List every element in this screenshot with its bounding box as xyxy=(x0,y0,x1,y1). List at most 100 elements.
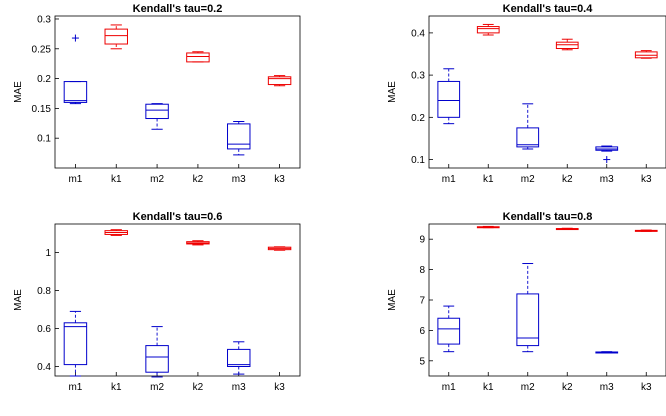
box-iqr xyxy=(437,80,461,118)
x-tick-label: k2 xyxy=(562,382,573,393)
x-tick-label: m3 xyxy=(600,174,614,185)
chart-title: Kendall's tau=0.2 xyxy=(133,3,223,15)
x-tick-label: m3 xyxy=(600,382,614,393)
box-k2 xyxy=(186,51,210,63)
box-m1 xyxy=(437,305,461,353)
x-tick-label: k3 xyxy=(641,382,652,393)
y-axis-label: MAE xyxy=(387,289,398,311)
chart-title: Kendall's tau=0.8 xyxy=(503,211,593,223)
x-tick-label: k2 xyxy=(562,174,573,185)
box-iqr xyxy=(516,127,540,148)
y-tick-label: 5 xyxy=(419,356,425,367)
x-tick-label: m2 xyxy=(150,382,164,393)
y-axis-label: MAE xyxy=(387,81,398,103)
axes-box xyxy=(54,223,301,377)
box-iqr xyxy=(145,345,169,373)
box-iqr xyxy=(227,123,251,150)
x-tick-label: m1 xyxy=(68,174,82,185)
axes-box xyxy=(54,15,301,169)
box-iqr xyxy=(63,322,88,366)
box-m3 xyxy=(595,145,619,164)
box-k1 xyxy=(476,23,500,36)
x-tick-label: k1 xyxy=(483,382,494,393)
y-tick-label: 9 xyxy=(419,235,425,246)
box-iqr xyxy=(516,293,540,347)
y-tick-label: 1 xyxy=(45,248,51,259)
box-m2 xyxy=(516,263,540,353)
x-tick-label: k1 xyxy=(111,174,122,185)
y-tick-label: 0.2 xyxy=(411,113,425,124)
y-tick-label: 0.6 xyxy=(37,324,51,335)
box-m1 xyxy=(63,34,88,105)
chart-title: Kendall's tau=0.4 xyxy=(503,3,594,15)
box-k3 xyxy=(634,50,658,59)
box-k2 xyxy=(555,227,579,231)
x-tick-label: m1 xyxy=(442,382,456,393)
x-tick-label: m3 xyxy=(232,382,246,393)
y-tick-label: 0.4 xyxy=(37,362,51,373)
axes-box xyxy=(428,15,666,169)
axes-box xyxy=(428,223,666,377)
box-m3 xyxy=(595,351,619,354)
x-tick-label: m1 xyxy=(68,382,82,393)
y-tick-label: 0.4 xyxy=(411,28,425,39)
y-axis-label: MAE xyxy=(13,289,24,311)
box-iqr xyxy=(437,317,461,345)
box-k2 xyxy=(555,38,579,51)
x-tick-label: m2 xyxy=(521,382,535,393)
x-tick-label: k1 xyxy=(483,174,494,185)
chart-title: Kendall's tau=0.6 xyxy=(133,211,223,223)
y-axis-label: MAE xyxy=(13,81,24,103)
box-iqr xyxy=(186,52,210,63)
box-m3 xyxy=(227,121,251,156)
box-iqr xyxy=(145,103,169,120)
x-tick-label: k3 xyxy=(641,174,652,185)
x-tick-label: k2 xyxy=(193,174,204,185)
x-tick-label: k2 xyxy=(193,382,204,393)
box-k3 xyxy=(267,246,292,251)
box-m1 xyxy=(63,310,88,377)
y-tick-label: 0.2 xyxy=(37,74,51,85)
box-k1 xyxy=(104,229,128,236)
chart-panel-3: Kendall's tau=0.6 MAE 0.4 0.6 0.8 1 m1 k1 m2 k2 m3… xyxy=(13,211,301,393)
x-tick-label: m1 xyxy=(442,174,456,185)
y-tick-label: 0.1 xyxy=(411,155,425,166)
y-tick-label: 0.3 xyxy=(411,71,425,82)
box-iqr xyxy=(476,26,500,34)
x-tick-label: k3 xyxy=(274,174,285,185)
box-iqr xyxy=(555,41,579,50)
chart-panel-4: Kendall's tau=0.8 MAE 5 6 7 8 9 m1 k1 m2 k2 m3 k3 xyxy=(387,211,666,393)
y-tick-label: 0.1 xyxy=(37,134,51,145)
box-iqr xyxy=(227,348,251,367)
y-tick-label: 6 xyxy=(419,326,425,337)
box-k1 xyxy=(104,24,128,50)
box-m2 xyxy=(145,326,169,378)
box-iqr xyxy=(104,28,128,45)
chart-panel-1: Kendall's tau=0.2 MAE 0.1 0.15 0.2 0.25 0.3 m1 k… xyxy=(13,3,301,185)
x-tick-label: m2 xyxy=(521,174,535,185)
box-k1 xyxy=(476,225,500,229)
chart-panel-2: Kendall's tau=0.4 MAE 0.1 0.2 0.3 0.4 m1 k1 m2 k2… xyxy=(387,3,666,185)
box-m1 xyxy=(437,68,461,125)
outlier-point xyxy=(603,156,611,164)
y-tick-label: 0.15 xyxy=(32,104,52,115)
x-tick-label: m2 xyxy=(150,174,164,185)
y-tick-label: 8 xyxy=(419,265,425,276)
box-iqr xyxy=(267,76,292,86)
y-tick-label: 0.25 xyxy=(32,44,52,55)
box-iqr xyxy=(63,81,88,103)
box-k3 xyxy=(267,75,292,87)
x-tick-label: m3 xyxy=(232,174,246,185)
y-tick-label: 0.3 xyxy=(37,14,51,25)
box-m2 xyxy=(145,103,169,130)
outlier-point xyxy=(71,34,79,42)
x-tick-label: k1 xyxy=(111,382,122,393)
y-tick-label: 0.8 xyxy=(37,286,51,297)
box-k3 xyxy=(634,229,658,232)
box-m3 xyxy=(227,341,251,375)
box-k2 xyxy=(186,240,210,246)
y-tick-label: 7 xyxy=(419,296,425,307)
x-tick-label: k3 xyxy=(274,382,285,393)
box-m2 xyxy=(516,103,540,150)
